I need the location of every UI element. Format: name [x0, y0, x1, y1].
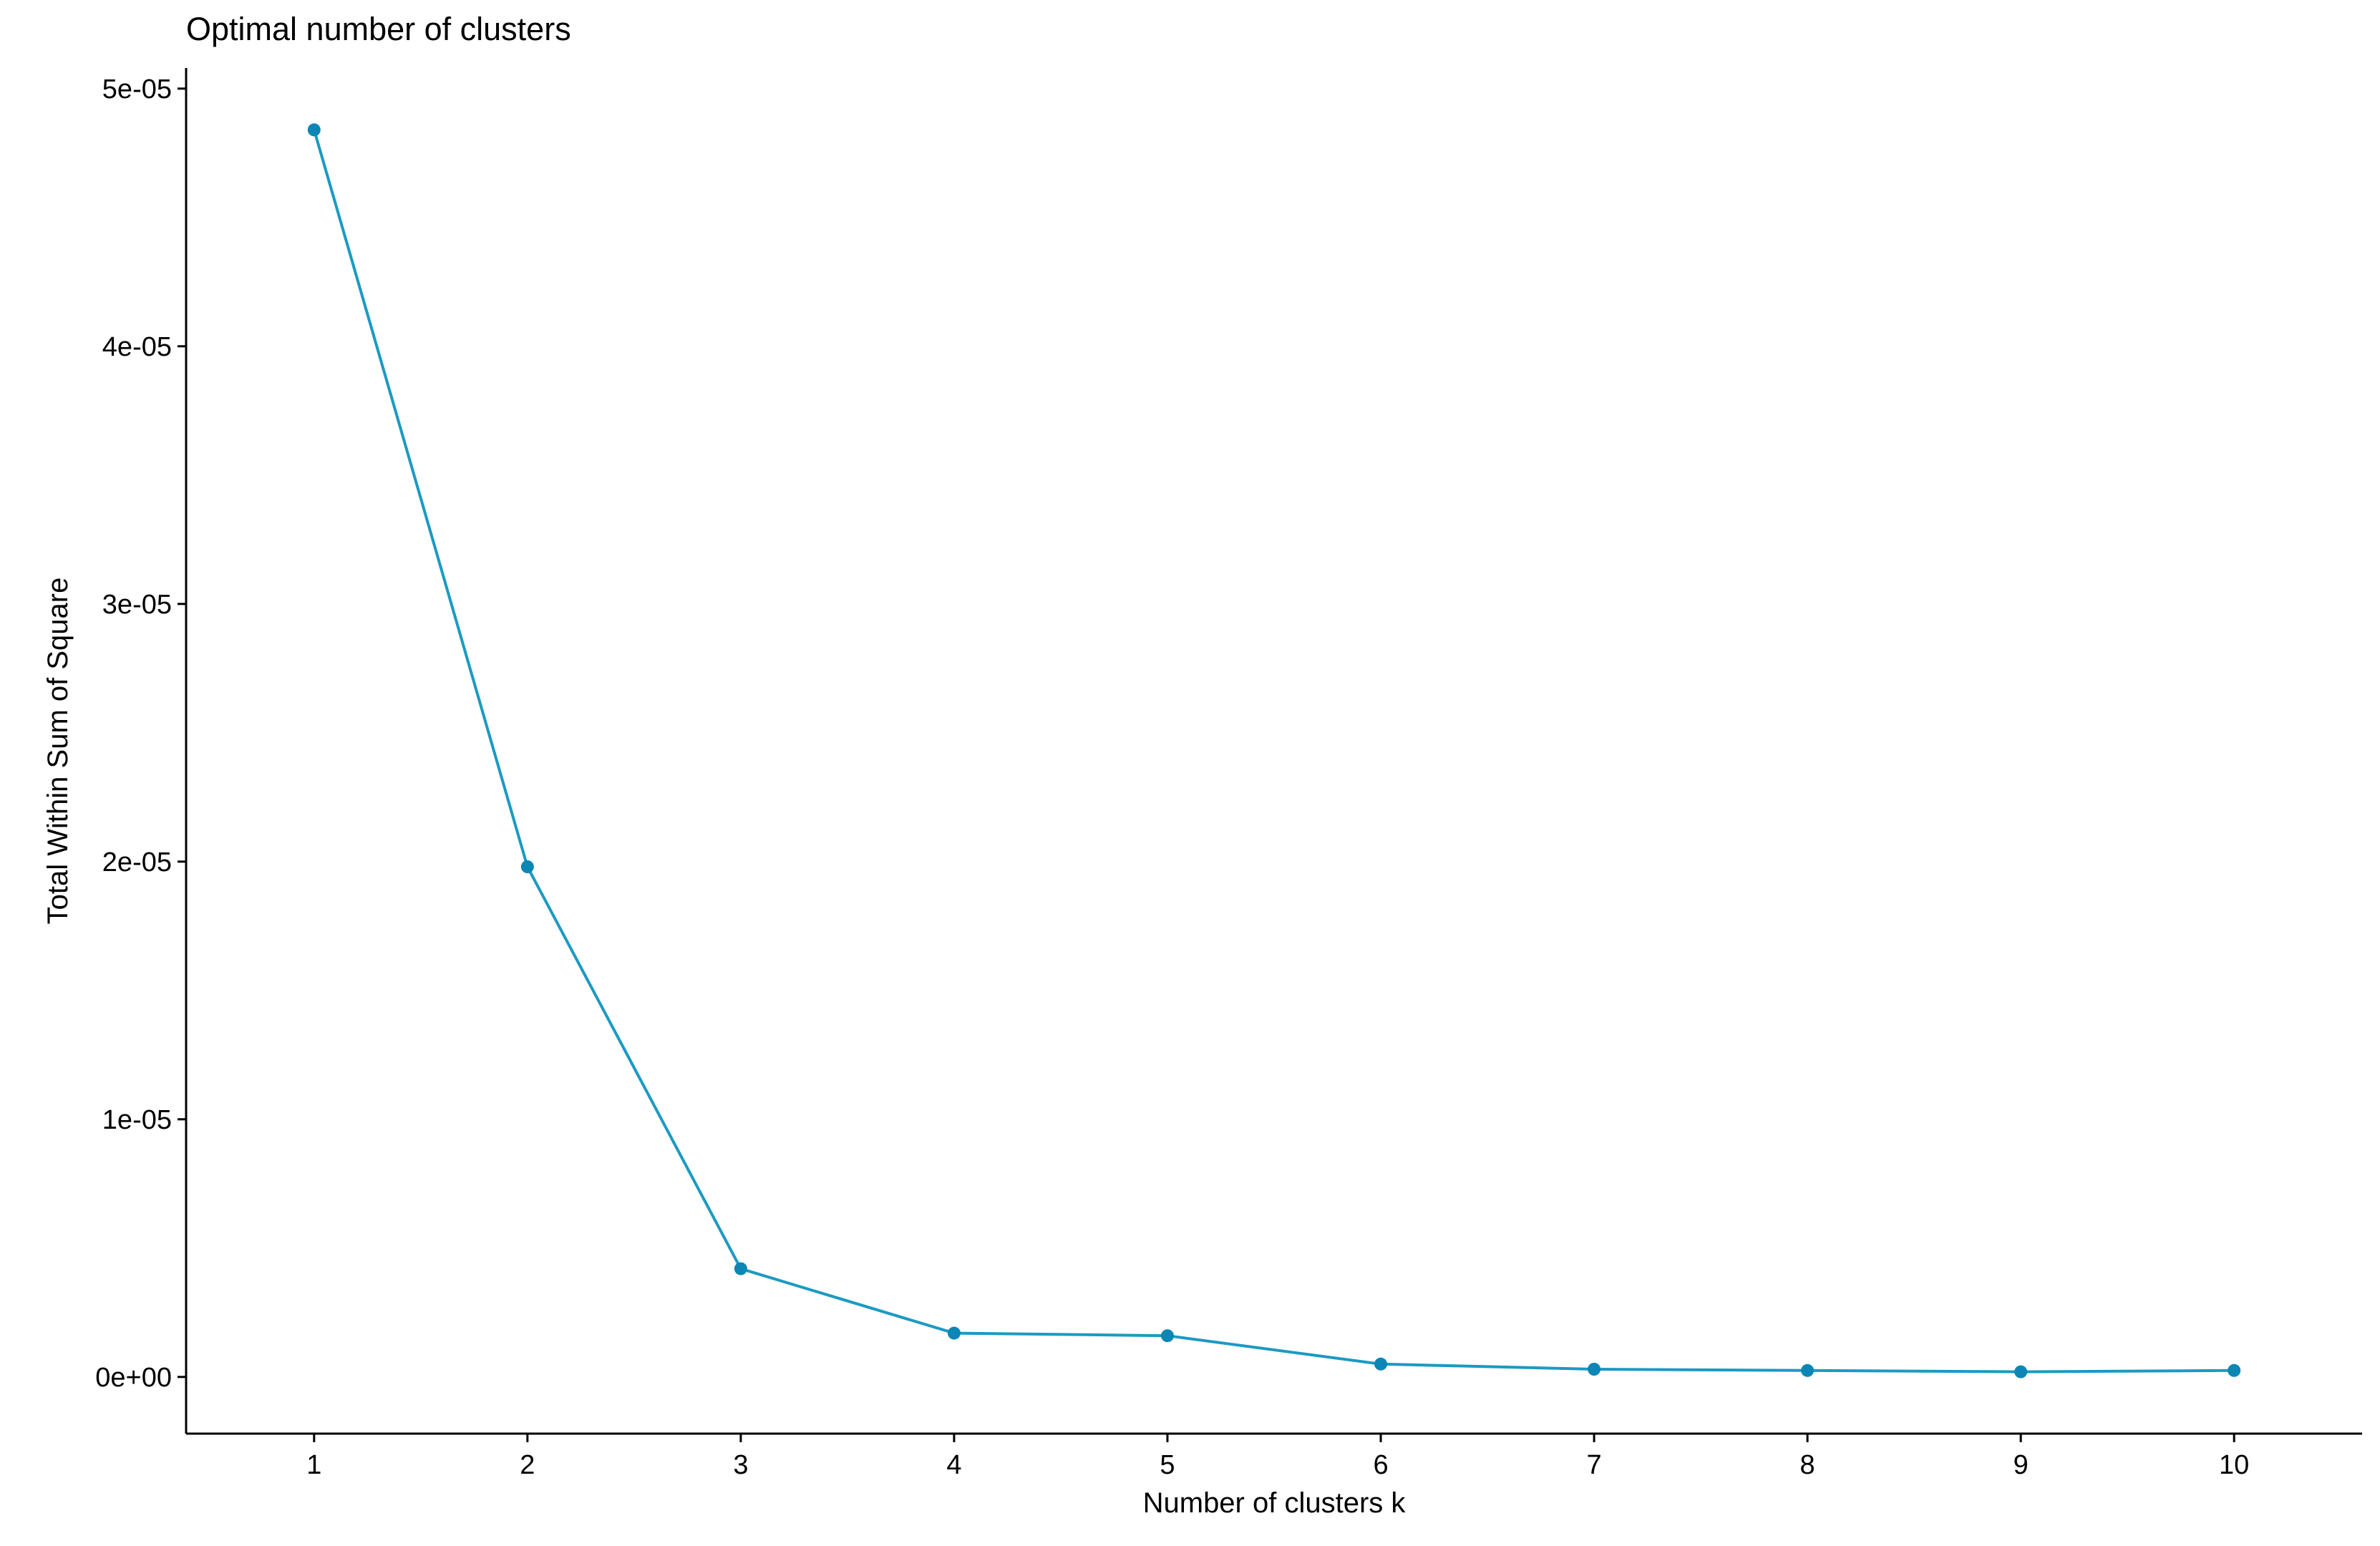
data-point	[1160, 1329, 1174, 1343]
x-tick-label: 9	[2014, 1450, 2029, 1480]
y-tick-label: 4e-05	[102, 332, 172, 362]
y-axis: 0e+00 1e-05 2e-05 3e-05 4e-05 5e-05	[95, 68, 188, 1434]
data-point	[2228, 1363, 2241, 1377]
y-tick-label: 0e+00	[95, 1363, 172, 1393]
x-tick-label: 8	[1800, 1450, 1815, 1480]
x-tick-label: 6	[1373, 1450, 1388, 1480]
series-line	[312, 128, 2236, 1374]
x-axis-title: Number of clusters k	[1143, 1487, 1407, 1519]
series-group	[307, 123, 2241, 1379]
data-point	[947, 1326, 961, 1340]
data-point	[1374, 1357, 1388, 1371]
data-point	[2014, 1365, 2028, 1379]
y-axis-title: Total Within Sum of Square	[42, 578, 74, 925]
x-tick-label: 3	[733, 1450, 748, 1480]
data-point	[307, 123, 321, 137]
data-point	[1588, 1363, 1601, 1376]
x-tick-label: 2	[520, 1450, 535, 1480]
x-tick-label: 4	[946, 1450, 961, 1480]
x-tick-label: 10	[2219, 1450, 2249, 1480]
data-point	[1801, 1363, 1815, 1377]
y-tick-label: 1e-05	[102, 1105, 172, 1135]
y-tick-label: 5e-05	[102, 74, 172, 104]
chart-title: Optimal number of clusters	[186, 11, 571, 47]
x-tick-label: 5	[1160, 1450, 1175, 1480]
y-tick-label: 3e-05	[102, 590, 172, 620]
data-point	[520, 860, 534, 873]
y-tick-label: 2e-05	[102, 847, 172, 877]
x-tick-label: 7	[1586, 1450, 1601, 1480]
x-tick-label: 1	[306, 1450, 321, 1480]
x-axis: 1 2 3 4 5 6 7 8 9 10	[186, 1432, 2362, 1480]
data-point	[734, 1262, 747, 1275]
